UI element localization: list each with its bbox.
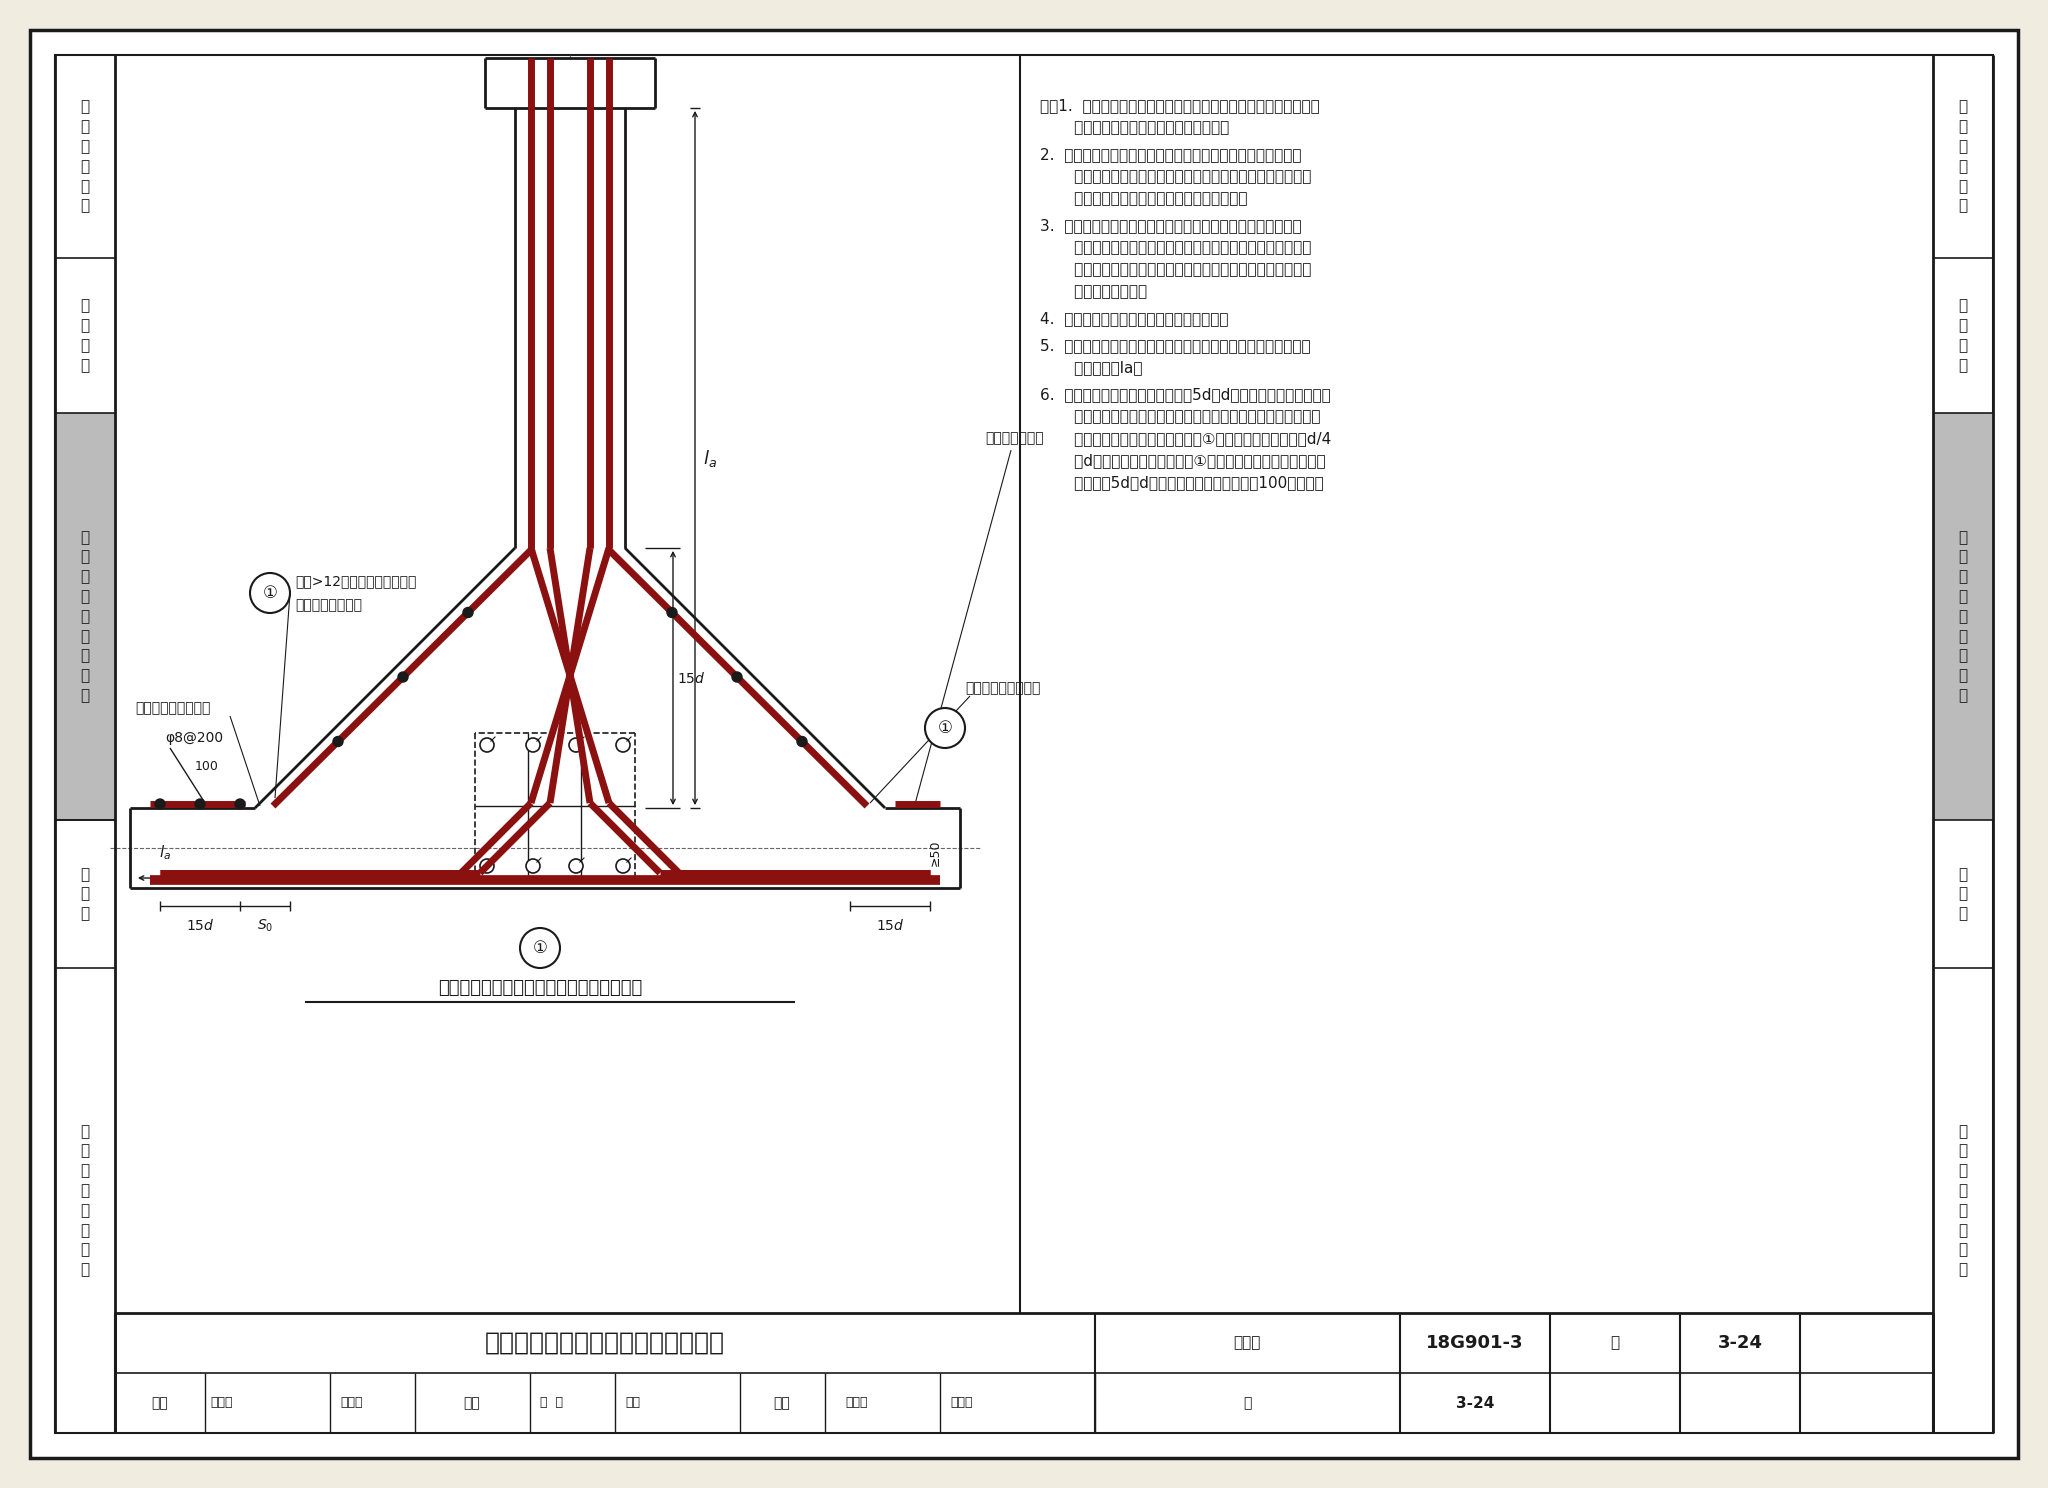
Text: 18G901-3: 18G901-3 (1425, 1335, 1524, 1353)
Circle shape (479, 738, 494, 751)
Bar (1933, 414, 1993, 820)
Text: 一
般
构
造
要
求: 一 般 构 造 要 求 (80, 100, 90, 213)
Text: 15$d$: 15$d$ (186, 918, 215, 933)
Circle shape (195, 799, 205, 809)
Text: 黄志刚: 黄志刚 (211, 1397, 233, 1409)
Text: $S_0$: $S_0$ (256, 918, 272, 934)
Circle shape (463, 607, 473, 618)
Text: φ8@200: φ8@200 (166, 731, 223, 745)
Text: 権
基
础: 権 基 础 (1958, 866, 1968, 921)
Text: 间距同柱箍筋间距: 间距同柱箍筋间距 (295, 598, 362, 612)
Bar (55, 414, 115, 820)
Circle shape (156, 799, 166, 809)
Text: 页: 页 (1610, 1336, 1620, 1351)
Text: 3-24: 3-24 (1456, 1396, 1495, 1411)
Text: 中基础梁侧腋部位横向构造钢筋①，且应满足直径不小于d/4: 中基础梁侧腋部位横向构造钢筋①，且应满足直径不小于d/4 (1040, 432, 1331, 446)
Circle shape (926, 708, 965, 748)
Text: 注：1.  除基础梁比柱宽且完全形成梁包柱的情况外，所有基础梁与: 注：1. 除基础梁比柱宽且完全形成梁包柱的情况外，所有基础梁与 (1040, 98, 1319, 113)
Circle shape (569, 738, 584, 751)
Text: ≥50: ≥50 (928, 839, 942, 866)
Text: 纵筋与柱纵筋同在一个平面内导致直通交叉遇阻情况，此时: 纵筋与柱纵筋同在一个平面内导致直通交叉遇阻情况，此时 (1040, 170, 1311, 185)
Text: 一
般
构
造
要
求: 一 般 构 造 要 求 (1958, 100, 1968, 213)
Text: 基础梁与柱结合部侧腑钉筋排布构造: 基础梁与柱结合部侧腑钉筋排布构造 (485, 1330, 725, 1356)
Text: 45°: 45° (926, 722, 950, 735)
Text: 3.  当柱与基础梁结合部位的梁顶面高度不同时，梁包柱侧腋顶: 3. 当柱与基础梁结合部位的梁顶面高度不同时，梁包柱侧腋顶 (1040, 219, 1303, 234)
Text: 王怀元: 王怀元 (846, 1397, 868, 1409)
Text: 独
立
基
础: 独 立 基 础 (1958, 298, 1968, 372)
Text: 应适当调整基础梁宽度使柱纵筋直通锚固。: 应适当调整基础梁宽度使柱纵筋直通锚固。 (1040, 190, 1247, 205)
Text: 15$d$: 15$d$ (678, 671, 705, 686)
Text: 2.  当基础梁与柱等宽、或柱与梁的某一侧面相平时，存在因梁: 2. 当基础梁与柱等宽、或柱与梁的某一侧面相平时，存在因梁 (1040, 147, 1300, 162)
Circle shape (616, 859, 631, 873)
Text: 距不大于5d（d为纵筋最小直径）且不大于100的要求。: 距不大于5d（d为纵筋最小直径）且不大于100的要求。 (1040, 475, 1323, 490)
Text: 令剑: 令剑 (625, 1397, 641, 1409)
Text: 设计: 设计 (774, 1396, 791, 1411)
Text: （d为纵筋最大直径），包括①在内的所有锚固区横向钢筋间: （d为纵筋最大直径），包括①在内的所有锚固区横向钢筋间 (1040, 452, 1325, 469)
Circle shape (334, 737, 342, 747)
Circle shape (616, 738, 631, 751)
Text: 叶志刚: 叶志刚 (340, 1397, 362, 1409)
Circle shape (731, 673, 741, 682)
Circle shape (797, 737, 807, 747)
Text: 基础梁偏心穿柱与柱结合部位钢筋排布构造: 基础梁偏心穿柱与柱结合部位钢筋排布构造 (438, 979, 643, 997)
Text: $l_a$: $l_a$ (702, 448, 717, 469)
Text: ①: ① (532, 939, 547, 957)
Text: 直径>12且不小于柱箍筋直径: 直径>12且不小于柱箍筋直径 (295, 574, 416, 588)
Text: 腋构造进行施工。: 腋构造进行施工。 (1040, 284, 1147, 299)
Text: 15$d$: 15$d$ (877, 918, 905, 933)
Text: 100: 100 (195, 759, 219, 772)
Circle shape (526, 738, 541, 751)
Circle shape (479, 859, 494, 873)
Text: 6.  柱部分箍筋的保护层厚度不大于5d（d为锚固钢筋的最大直径）: 6. 柱部分箍筋的保护层厚度不大于5d（d为锚固钢筋的最大直径） (1040, 387, 1331, 402)
Text: 条
形
基
础
与
筏
形
基
础: 条 形 基 础 与 筏 形 基 础 (80, 530, 90, 704)
Text: 图集号: 图集号 (1233, 1336, 1262, 1351)
Text: 面应与较高基础梁的梁顶面在同一平面上，侧腋顶面至较低: 面应与较高基础梁的梁顶面在同一平面上，侧腋顶面至较低 (1040, 240, 1311, 254)
Text: 的部位应填空补充锚固区横向钢筋。所补充钢筋的形式同本图: 的部位应填空补充锚固区横向钢筋。所补充钢筋的形式同本图 (1040, 409, 1321, 424)
Text: 梁顶面高差内的侧腋，可参照角柱或丁字交叉基础梁包柱侧: 梁顶面高差内的侧腋，可参照角柱或丁字交叉基础梁包柱侧 (1040, 262, 1311, 277)
Circle shape (236, 799, 246, 809)
Text: 页: 页 (1243, 1396, 1251, 1411)
Text: 4.  同一节点的各边侧腋尺寸及配筋均相同。: 4. 同一节点的各边侧腋尺寸及配筋均相同。 (1040, 311, 1229, 326)
Text: 审核: 审核 (152, 1396, 168, 1411)
Text: ①: ① (262, 583, 276, 603)
Text: 5.  当设计注明基础梁中的侧面钢筋为抗扭钢筋且未贯通施工时，: 5. 当设计注明基础梁中的侧面钢筋为抗扭钢筋且未贯通施工时， (1040, 338, 1311, 353)
Text: 李  剑: 李 剑 (541, 1397, 563, 1409)
Circle shape (526, 859, 541, 873)
Text: 与
基
础
有
关
的
构
造: 与 基 础 有 关 的 构 造 (80, 1123, 90, 1277)
Circle shape (569, 859, 584, 873)
Circle shape (397, 673, 408, 682)
Text: 基础梁侧面构造钢筋: 基础梁侧面构造钢筋 (965, 682, 1040, 695)
Text: 锚固长度为la。: 锚固长度为la。 (1040, 360, 1143, 375)
Text: 基础梁侧面钢筋: 基础梁侧面钢筋 (915, 432, 1044, 802)
Text: $l_a$: $l_a$ (160, 844, 172, 863)
Text: 与
基
础
有
关
的
构
造: 与 基 础 有 关 的 构 造 (1958, 1123, 1968, 1277)
Text: 柱结合部位均按本图的构造排布钢筋。: 柱结合部位均按本图的构造排布钢筋。 (1040, 121, 1229, 135)
Text: 3-24: 3-24 (1718, 1335, 1763, 1353)
Text: 校对: 校对 (463, 1396, 481, 1411)
Text: ①: ① (938, 719, 952, 737)
Circle shape (520, 929, 559, 969)
Text: 条
形
基
础
与
筏
形
基
础: 条 形 基 础 与 筏 形 基 础 (1958, 530, 1968, 704)
Circle shape (250, 573, 291, 613)
Text: 権
基
础: 権 基 础 (80, 866, 90, 921)
Text: 玎怀元: 玎怀元 (950, 1397, 973, 1409)
Circle shape (668, 607, 678, 618)
Text: 独
立
基
础: 独 立 基 础 (80, 298, 90, 372)
Text: 基础梁侧面构造钢筋: 基础梁侧面构造钢筋 (135, 701, 211, 716)
